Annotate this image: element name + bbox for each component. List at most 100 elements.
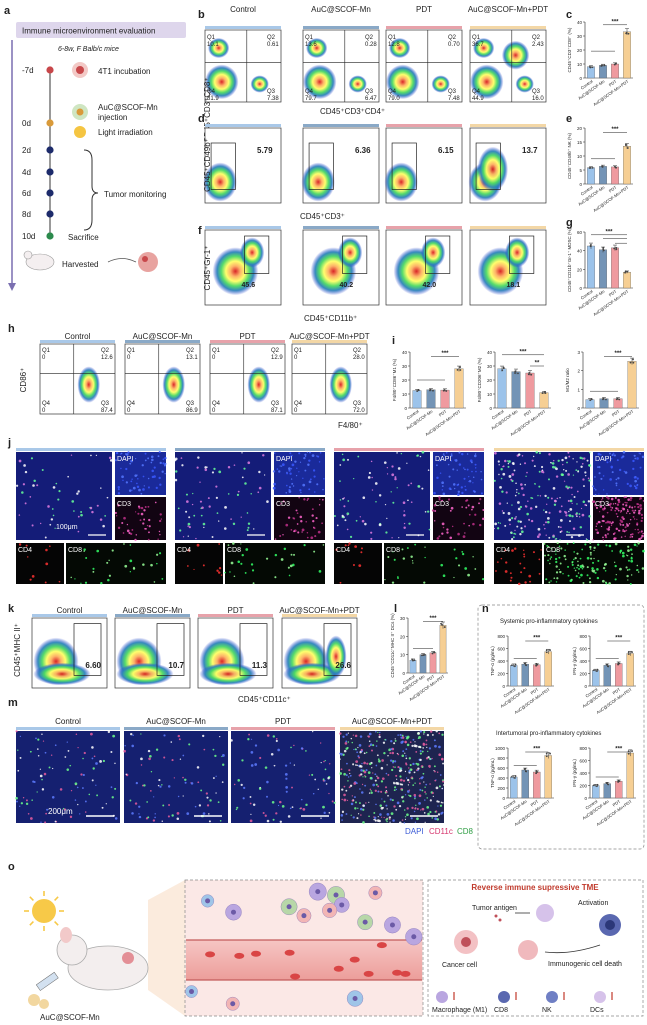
cell-dot xyxy=(201,506,204,510)
cell-dot xyxy=(67,750,70,752)
cell-dot xyxy=(36,791,38,793)
data-point xyxy=(626,147,629,149)
data-point xyxy=(440,622,442,625)
cell-dot xyxy=(482,508,485,511)
cell-dot xyxy=(634,509,637,512)
cell-dot xyxy=(619,522,621,525)
cell-dot xyxy=(264,766,268,769)
cell-dot xyxy=(482,517,485,521)
light-icon xyxy=(74,126,86,138)
quadrant-value: 28.0 xyxy=(353,355,365,361)
legend-label: DCs xyxy=(590,1007,604,1014)
cell-dot xyxy=(111,549,114,552)
cell-dot xyxy=(474,467,477,469)
cell-dot xyxy=(188,526,191,529)
sun-ray-icon xyxy=(29,921,34,926)
cell-dot xyxy=(632,459,635,463)
cell-dot xyxy=(505,491,508,494)
cell-dot xyxy=(387,794,389,797)
cell-dot xyxy=(613,537,616,541)
mouse-label: AuC@SCOF-Mn xyxy=(40,1013,100,1022)
cell-dot xyxy=(31,799,33,801)
cell-dot xyxy=(150,455,154,459)
cell-dot xyxy=(576,490,579,493)
dapi-label: DAPI xyxy=(435,456,451,463)
data-point xyxy=(433,651,436,654)
cell-dot xyxy=(606,461,609,464)
spotlight-cone xyxy=(148,880,185,1016)
cell-dot xyxy=(232,542,235,545)
cell-dot xyxy=(559,562,562,565)
cell-dot xyxy=(357,746,359,749)
cell-dot xyxy=(406,743,410,747)
cell-dot xyxy=(311,773,314,776)
cell-dot xyxy=(41,788,45,791)
cell-dot xyxy=(581,548,584,551)
cell-dot xyxy=(629,484,632,488)
cell-dot xyxy=(339,464,342,466)
systemic-title: Systemic pro-inflammatory cytokines xyxy=(500,619,598,625)
cell-dot xyxy=(58,580,61,583)
group-color-bar xyxy=(470,226,546,229)
cell-dot xyxy=(544,527,546,530)
micrograph-bg xyxy=(274,452,325,495)
cell-dot xyxy=(216,569,219,572)
density-blob xyxy=(250,75,269,93)
cell-dot xyxy=(135,511,137,513)
cell-dot xyxy=(200,514,203,517)
quadrant-value: 0 xyxy=(294,408,298,414)
cell-dot xyxy=(445,451,448,454)
data-point xyxy=(545,755,548,758)
timeline-day: 4d xyxy=(22,168,31,177)
cell-dot xyxy=(550,461,552,464)
cell-dot xyxy=(343,497,345,499)
y-axis-label: CD45⁺CD49b⁺ xyxy=(203,138,212,192)
cell-dot xyxy=(529,580,532,583)
cell-dot xyxy=(344,742,348,745)
density-blob xyxy=(420,237,446,268)
cell-dot xyxy=(603,507,606,510)
cell-dot xyxy=(392,551,394,553)
cell-dot xyxy=(335,548,338,551)
cell-dot xyxy=(150,771,153,773)
cell-dot xyxy=(550,556,553,559)
cell-dot xyxy=(108,559,110,562)
data-point xyxy=(510,664,513,667)
tumor-tissue-dot-icon xyxy=(142,256,148,262)
x-tick-label: PDT xyxy=(612,798,622,807)
cell-dot xyxy=(219,819,222,822)
cell-dot xyxy=(464,567,468,570)
x-axis-label: CD45⁺CD11b⁺ xyxy=(304,314,357,323)
cell-dot xyxy=(631,553,633,555)
micrograph-bg xyxy=(433,452,484,495)
cell-dot xyxy=(432,795,434,797)
y-axis-label: CD45⁺MHC II⁺ xyxy=(13,623,22,677)
cell-dot xyxy=(441,522,445,526)
cell-dot xyxy=(582,478,585,481)
cell-dot xyxy=(281,463,285,467)
cell-dot xyxy=(606,528,608,530)
cell-dot xyxy=(114,459,117,462)
cell-dot xyxy=(48,766,51,769)
data-point xyxy=(625,143,627,146)
dapi-label: DAPI xyxy=(117,456,133,463)
cell-dot xyxy=(291,786,293,789)
cell-dot xyxy=(381,777,385,781)
cancer-cell-label: Cancer cell xyxy=(442,962,477,969)
cell-dot xyxy=(376,754,379,757)
cell-dot xyxy=(291,454,293,457)
cell-dot xyxy=(129,462,132,465)
cell-dot xyxy=(609,478,612,481)
cell-dot xyxy=(237,779,240,782)
cell-dot xyxy=(275,738,278,740)
cell-dot xyxy=(422,772,425,775)
cell-dot xyxy=(92,567,95,570)
cell-dot xyxy=(401,734,404,737)
gate-box xyxy=(73,623,102,676)
cell-dot xyxy=(362,496,366,500)
y-tick-label: 10 xyxy=(577,154,583,159)
cell-dot xyxy=(506,460,509,462)
cell-dot xyxy=(143,485,145,487)
gate-box xyxy=(391,142,417,190)
